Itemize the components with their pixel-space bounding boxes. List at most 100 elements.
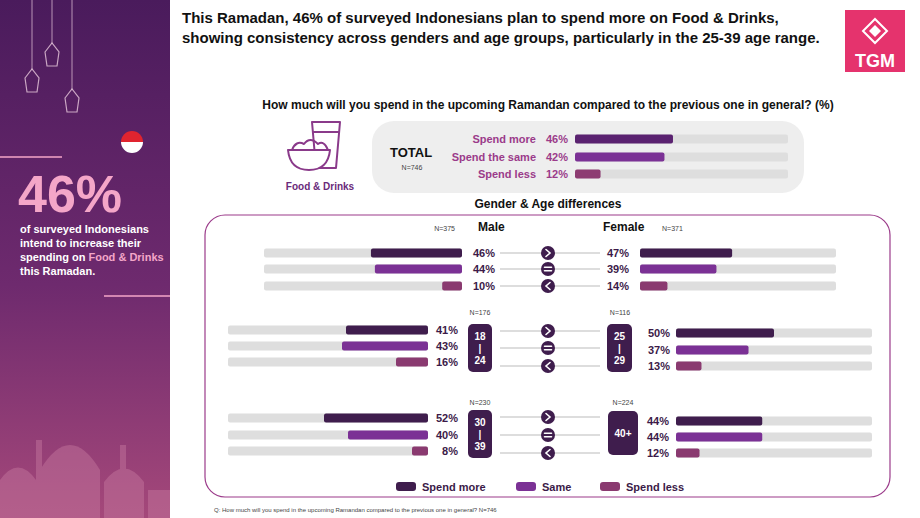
wall bbox=[148, 490, 170, 518]
symbol bbox=[545, 433, 552, 437]
track bbox=[264, 265, 462, 274]
track bbox=[228, 414, 428, 423]
group-title: 25|29 bbox=[614, 331, 626, 366]
sample-size: N=116 bbox=[610, 309, 630, 316]
sample-size: N=230 bbox=[470, 399, 491, 406]
bowl bbox=[288, 150, 330, 170]
track bbox=[640, 249, 836, 258]
bar bbox=[442, 282, 462, 291]
sample-size: N=375 bbox=[434, 225, 455, 232]
legend-swatch bbox=[600, 482, 620, 491]
plot-area bbox=[640, 249, 836, 291]
sample-size: N=224 bbox=[613, 399, 634, 406]
data-label: 47% bbox=[607, 247, 629, 259]
group-title: 40+ bbox=[615, 428, 632, 439]
lantern bbox=[25, 69, 39, 92]
data-label: 12% bbox=[647, 447, 669, 459]
symbol-circle bbox=[541, 341, 555, 355]
group-box bbox=[468, 324, 492, 372]
sample-size: N=746 bbox=[402, 164, 423, 171]
symbol-circle bbox=[541, 246, 555, 260]
track bbox=[228, 447, 428, 456]
bar bbox=[676, 417, 762, 426]
data-label: 46% bbox=[473, 247, 495, 259]
title-line: 29 bbox=[614, 355, 626, 366]
logo-mark bbox=[863, 19, 887, 43]
title: This Ramadan, 46% of surveyed Indonesian… bbox=[182, 8, 822, 48]
plot-area bbox=[228, 326, 428, 367]
food bbox=[292, 140, 328, 150]
track bbox=[575, 135, 788, 144]
symbol bbox=[545, 346, 552, 350]
title-line: 24 bbox=[474, 355, 486, 366]
data-label: 12% bbox=[546, 168, 568, 180]
bar bbox=[324, 414, 428, 423]
symbol bbox=[546, 363, 550, 370]
bar bbox=[640, 282, 667, 291]
flag-red bbox=[120, 130, 144, 142]
symbol-circle bbox=[541, 262, 555, 276]
symbol-circle bbox=[541, 446, 555, 460]
mosque bbox=[0, 440, 170, 518]
bar bbox=[575, 153, 664, 162]
lantern-string bbox=[72, 0, 73, 90]
data-label: 44% bbox=[473, 263, 495, 275]
symbol bbox=[545, 267, 552, 271]
bar bbox=[676, 362, 701, 371]
divider bbox=[104, 295, 170, 297]
sample-size: N=371 bbox=[662, 225, 683, 232]
total-panel bbox=[372, 121, 804, 193]
track bbox=[228, 431, 428, 440]
data-label: 39% bbox=[607, 263, 629, 275]
lantern-string bbox=[52, 0, 53, 44]
track bbox=[676, 417, 872, 426]
track bbox=[575, 170, 788, 179]
bar bbox=[412, 447, 428, 456]
track bbox=[640, 265, 836, 274]
sidebar-panel bbox=[0, 0, 170, 518]
data-label: 16% bbox=[436, 356, 458, 368]
data-label: 8% bbox=[442, 445, 458, 457]
legend-label: Spend more bbox=[422, 481, 486, 493]
symbol-circle bbox=[541, 359, 555, 373]
data-label: 42% bbox=[546, 151, 568, 163]
data-label: 52% bbox=[436, 412, 458, 424]
track bbox=[676, 346, 872, 355]
symbol bbox=[546, 450, 550, 457]
data-label: 46% bbox=[546, 133, 568, 145]
group-title: TOTAL bbox=[390, 145, 432, 160]
plot-area bbox=[264, 249, 462, 291]
question: How much will you spend in the upcoming … bbox=[262, 98, 833, 112]
divider bbox=[0, 156, 62, 158]
bar bbox=[640, 249, 732, 258]
symbol bbox=[546, 283, 550, 290]
bar bbox=[676, 449, 700, 458]
logo-text: TGM bbox=[855, 51, 895, 71]
title-line: 18 bbox=[474, 331, 486, 342]
bar bbox=[676, 433, 762, 442]
data-label: 50% bbox=[648, 327, 670, 339]
plot-area bbox=[228, 414, 428, 456]
footnote: Q: How much will you spend in the upcomi… bbox=[214, 507, 497, 513]
track bbox=[228, 358, 428, 367]
flag-white bbox=[120, 142, 144, 154]
symbol-circle bbox=[541, 410, 555, 424]
sidebar-text-segment: this Ramadan. bbox=[20, 265, 95, 277]
lantern-string bbox=[32, 0, 33, 70]
minaret bbox=[36, 440, 42, 518]
bar bbox=[342, 342, 428, 351]
track bbox=[640, 282, 836, 291]
symbol bbox=[546, 328, 550, 335]
glass-line bbox=[313, 131, 339, 133]
title-line: 25 bbox=[614, 331, 626, 342]
title-line: 30 bbox=[474, 417, 486, 428]
data-label: 41% bbox=[436, 324, 458, 336]
category-label: Spend less bbox=[478, 168, 536, 180]
section-title: Gender & Age differences bbox=[475, 197, 622, 211]
bar bbox=[348, 431, 428, 440]
logo-mark bbox=[869, 25, 881, 37]
category-label: Spend the same bbox=[452, 151, 536, 163]
track bbox=[228, 326, 428, 335]
title-line: 40+ bbox=[615, 428, 632, 439]
sidebar-text: of surveyed Indonesians intend to increa… bbox=[20, 222, 168, 278]
